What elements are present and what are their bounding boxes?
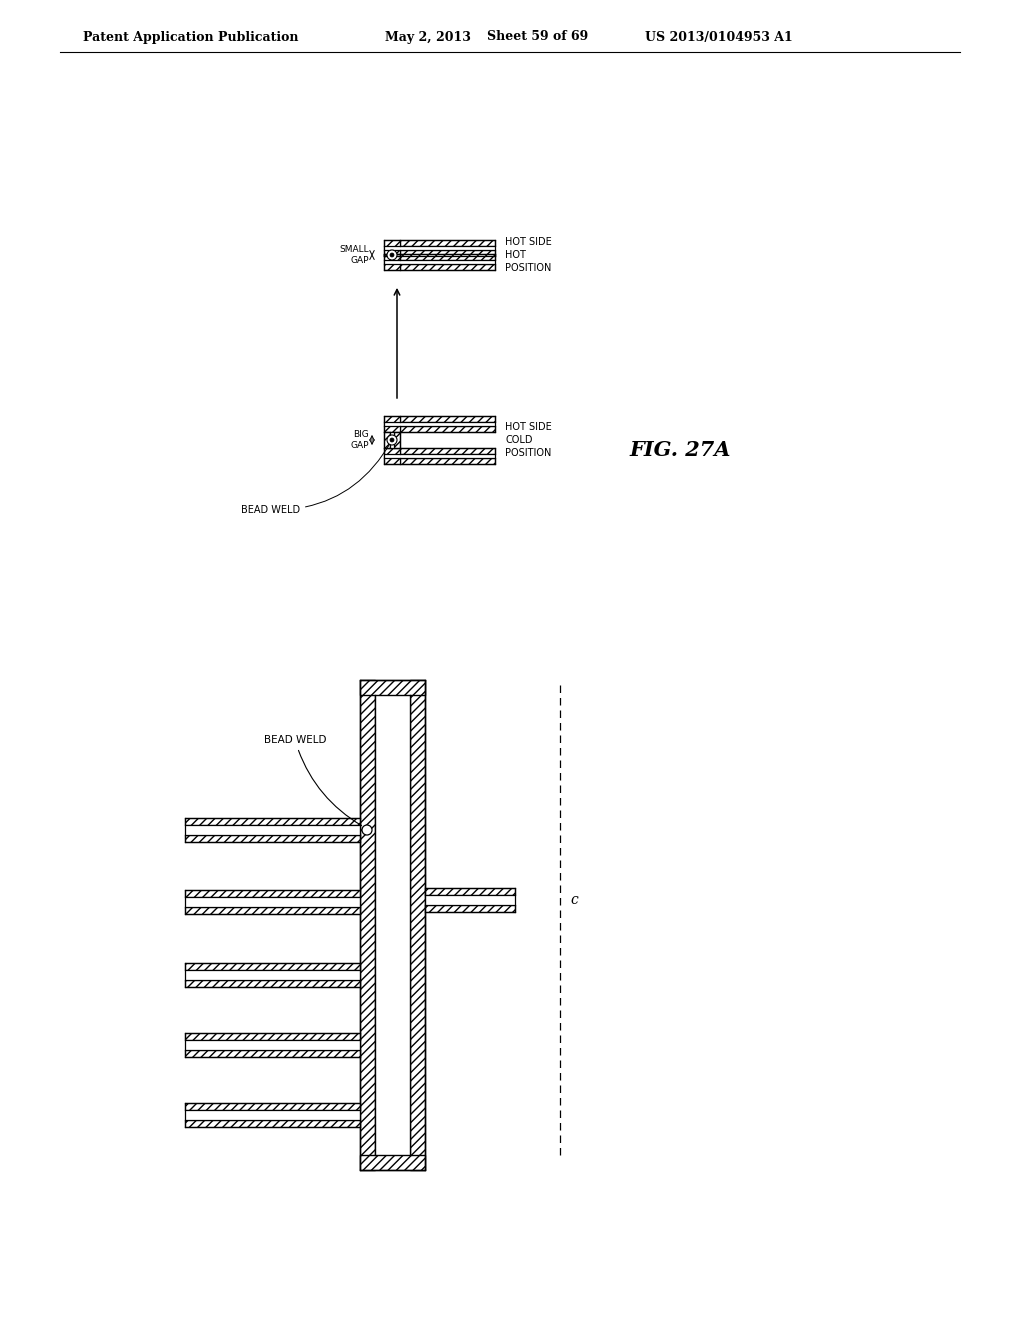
Bar bbox=[384, 253, 400, 271]
Bar bbox=[360, 680, 375, 1170]
Bar bbox=[185, 818, 360, 825]
Bar bbox=[185, 970, 360, 979]
Bar bbox=[425, 906, 515, 912]
Bar bbox=[390, 432, 394, 447]
Bar bbox=[400, 416, 495, 422]
Bar bbox=[360, 1155, 425, 1170]
Bar bbox=[384, 454, 400, 458]
Bar bbox=[185, 825, 360, 836]
Bar bbox=[185, 836, 360, 842]
Bar bbox=[400, 426, 495, 432]
Bar bbox=[384, 253, 390, 256]
Bar bbox=[185, 1040, 360, 1049]
Bar bbox=[360, 680, 425, 696]
Bar bbox=[400, 246, 495, 249]
Bar bbox=[400, 458, 495, 465]
Bar bbox=[384, 432, 390, 447]
Bar bbox=[400, 264, 495, 271]
Bar bbox=[400, 260, 495, 264]
Circle shape bbox=[387, 436, 397, 445]
Bar bbox=[390, 253, 394, 256]
Bar bbox=[185, 979, 360, 987]
Bar bbox=[185, 898, 360, 907]
Text: c: c bbox=[570, 894, 578, 907]
Bar bbox=[384, 260, 400, 264]
Bar bbox=[384, 240, 400, 256]
Text: SMALL
GAP: SMALL GAP bbox=[339, 246, 369, 265]
Text: HOT SIDE
HOT
POSITION: HOT SIDE HOT POSITION bbox=[505, 236, 552, 273]
Bar bbox=[185, 1119, 360, 1127]
Bar bbox=[394, 253, 400, 256]
Text: FIG. 27A: FIG. 27A bbox=[630, 440, 731, 459]
Bar bbox=[394, 432, 400, 447]
Bar bbox=[400, 249, 495, 256]
Text: BEAD WELD: BEAD WELD bbox=[241, 442, 390, 515]
Bar bbox=[384, 422, 400, 426]
Bar bbox=[425, 895, 515, 906]
Bar bbox=[400, 454, 495, 458]
Circle shape bbox=[390, 438, 394, 442]
Circle shape bbox=[390, 253, 394, 257]
Bar bbox=[185, 890, 360, 898]
Bar bbox=[185, 964, 360, 970]
Bar bbox=[400, 447, 495, 454]
Bar bbox=[384, 447, 400, 465]
Text: Sheet 59 of 69: Sheet 59 of 69 bbox=[487, 30, 588, 44]
Bar bbox=[185, 1110, 360, 1119]
Bar bbox=[185, 907, 360, 913]
Bar bbox=[185, 1049, 360, 1057]
Text: BEAD WELD: BEAD WELD bbox=[264, 735, 361, 825]
Bar bbox=[185, 1104, 360, 1110]
Text: BIG
GAP: BIG GAP bbox=[350, 430, 369, 450]
Text: Patent Application Publication: Patent Application Publication bbox=[83, 30, 299, 44]
Bar bbox=[425, 888, 515, 895]
Bar bbox=[400, 422, 495, 426]
Bar bbox=[375, 680, 410, 1170]
Circle shape bbox=[362, 825, 372, 836]
Bar bbox=[410, 680, 425, 1170]
Text: May 2, 2013: May 2, 2013 bbox=[385, 30, 471, 44]
Bar bbox=[185, 1034, 360, 1040]
Bar bbox=[384, 246, 400, 249]
Circle shape bbox=[387, 249, 397, 260]
Text: HOT SIDE
COLD
POSITION: HOT SIDE COLD POSITION bbox=[505, 422, 552, 458]
Text: US 2013/0104953 A1: US 2013/0104953 A1 bbox=[645, 30, 793, 44]
Bar bbox=[400, 240, 495, 246]
Bar bbox=[400, 253, 495, 260]
Bar bbox=[384, 416, 400, 432]
